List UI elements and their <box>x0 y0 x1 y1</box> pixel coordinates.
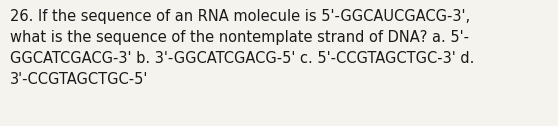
Text: 26. If the sequence of an RNA molecule is 5'-GGCAUCGACG-3',
what is the sequence: 26. If the sequence of an RNA molecule i… <box>10 9 474 87</box>
